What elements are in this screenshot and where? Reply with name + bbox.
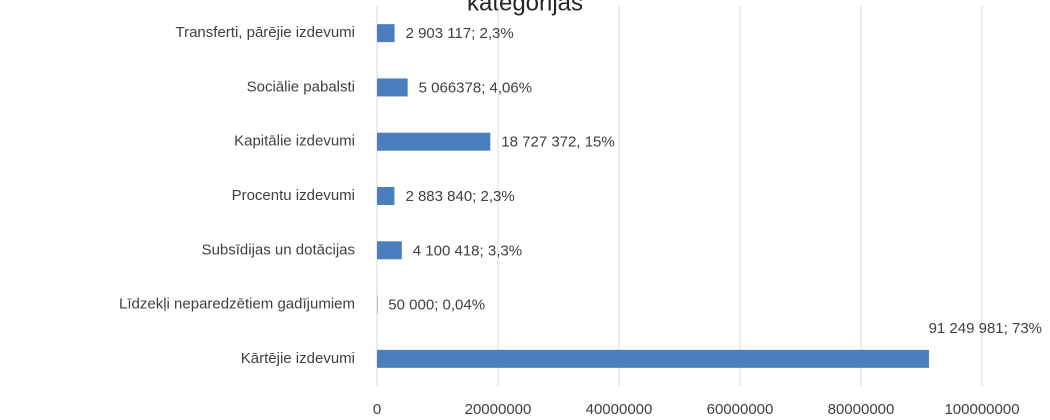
data-label: 2 903 117; 2,3%: [406, 25, 514, 42]
bar: [377, 241, 402, 260]
x-tick-label: 0: [373, 401, 381, 418]
bar: [377, 24, 395, 43]
data-label: 2 883 840; 2,3%: [405, 188, 514, 205]
chart-title: kategorijās: [467, 0, 583, 16]
y-tick-label: Līdzekļi neparedzētiem gadījumiem: [119, 296, 355, 313]
data-label: 50 000; 0,04%: [388, 297, 485, 314]
y-tick-label: Subsīdijas un dotācijas: [202, 241, 355, 258]
x-tick-label: 80000000: [828, 401, 895, 418]
y-tick-label: Kapitālie izdevumi: [234, 133, 355, 150]
data-label: 18 727 372, 15%: [501, 134, 614, 151]
bar: [377, 349, 930, 368]
x-tick-label: 60000000: [707, 401, 774, 418]
y-tick-label: Procentu izdevumi: [232, 187, 355, 204]
bar: [377, 132, 491, 151]
bar: [377, 295, 378, 314]
y-tick-label: Kārtējie izdevumi: [241, 350, 355, 367]
bar: [377, 187, 395, 205]
x-tick-label: 20000000: [465, 401, 532, 418]
x-tick-label: 100000000: [944, 401, 1019, 418]
data-label: 91 249 981; 73%: [929, 320, 1042, 337]
data-label: 5 066378; 4,06%: [419, 79, 532, 96]
y-tick-label: Sociālie pabalsti: [247, 78, 355, 95]
y-tick-label: Transferti, pārējie izdevumi: [175, 24, 355, 41]
data-label: 4 100 418; 3,3%: [413, 242, 522, 259]
bar: [377, 78, 408, 97]
x-tick-label: 40000000: [586, 401, 653, 418]
